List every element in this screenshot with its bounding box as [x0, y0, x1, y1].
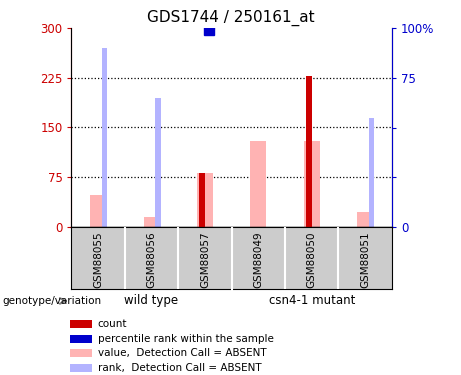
Bar	[155, 98, 160, 227]
Text: percentile rank within the sample: percentile rank within the sample	[98, 334, 273, 344]
Bar	[199, 172, 206, 227]
Text: GSM88050: GSM88050	[307, 232, 317, 288]
Text: value,  Detection Call = ABSENT: value, Detection Call = ABSENT	[98, 348, 266, 358]
Text: GSM88051: GSM88051	[360, 232, 370, 288]
Bar	[369, 118, 374, 227]
Text: count: count	[98, 319, 127, 329]
Bar	[70, 334, 92, 343]
Text: csn4-1 mutant: csn4-1 mutant	[269, 294, 355, 307]
Text: rank,  Detection Call = ABSENT: rank, Detection Call = ABSENT	[98, 363, 261, 373]
Bar	[357, 212, 373, 227]
Bar	[90, 195, 106, 227]
Bar	[143, 217, 160, 227]
Bar	[102, 48, 107, 227]
Text: genotype/variation: genotype/variation	[2, 296, 101, 306]
Text: GSM88057: GSM88057	[200, 232, 210, 288]
Text: GDS1744 / 250161_at: GDS1744 / 250161_at	[147, 9, 314, 26]
Bar	[306, 76, 312, 227]
Text: wild type: wild type	[124, 294, 178, 307]
Text: GSM88055: GSM88055	[93, 232, 103, 288]
Text: GSM88049: GSM88049	[254, 232, 263, 288]
Bar	[250, 141, 266, 227]
Bar	[197, 172, 213, 227]
Text: GSM88056: GSM88056	[147, 232, 157, 288]
Bar	[304, 141, 320, 227]
Bar	[70, 349, 92, 357]
Bar	[70, 320, 92, 328]
Bar	[70, 364, 92, 372]
